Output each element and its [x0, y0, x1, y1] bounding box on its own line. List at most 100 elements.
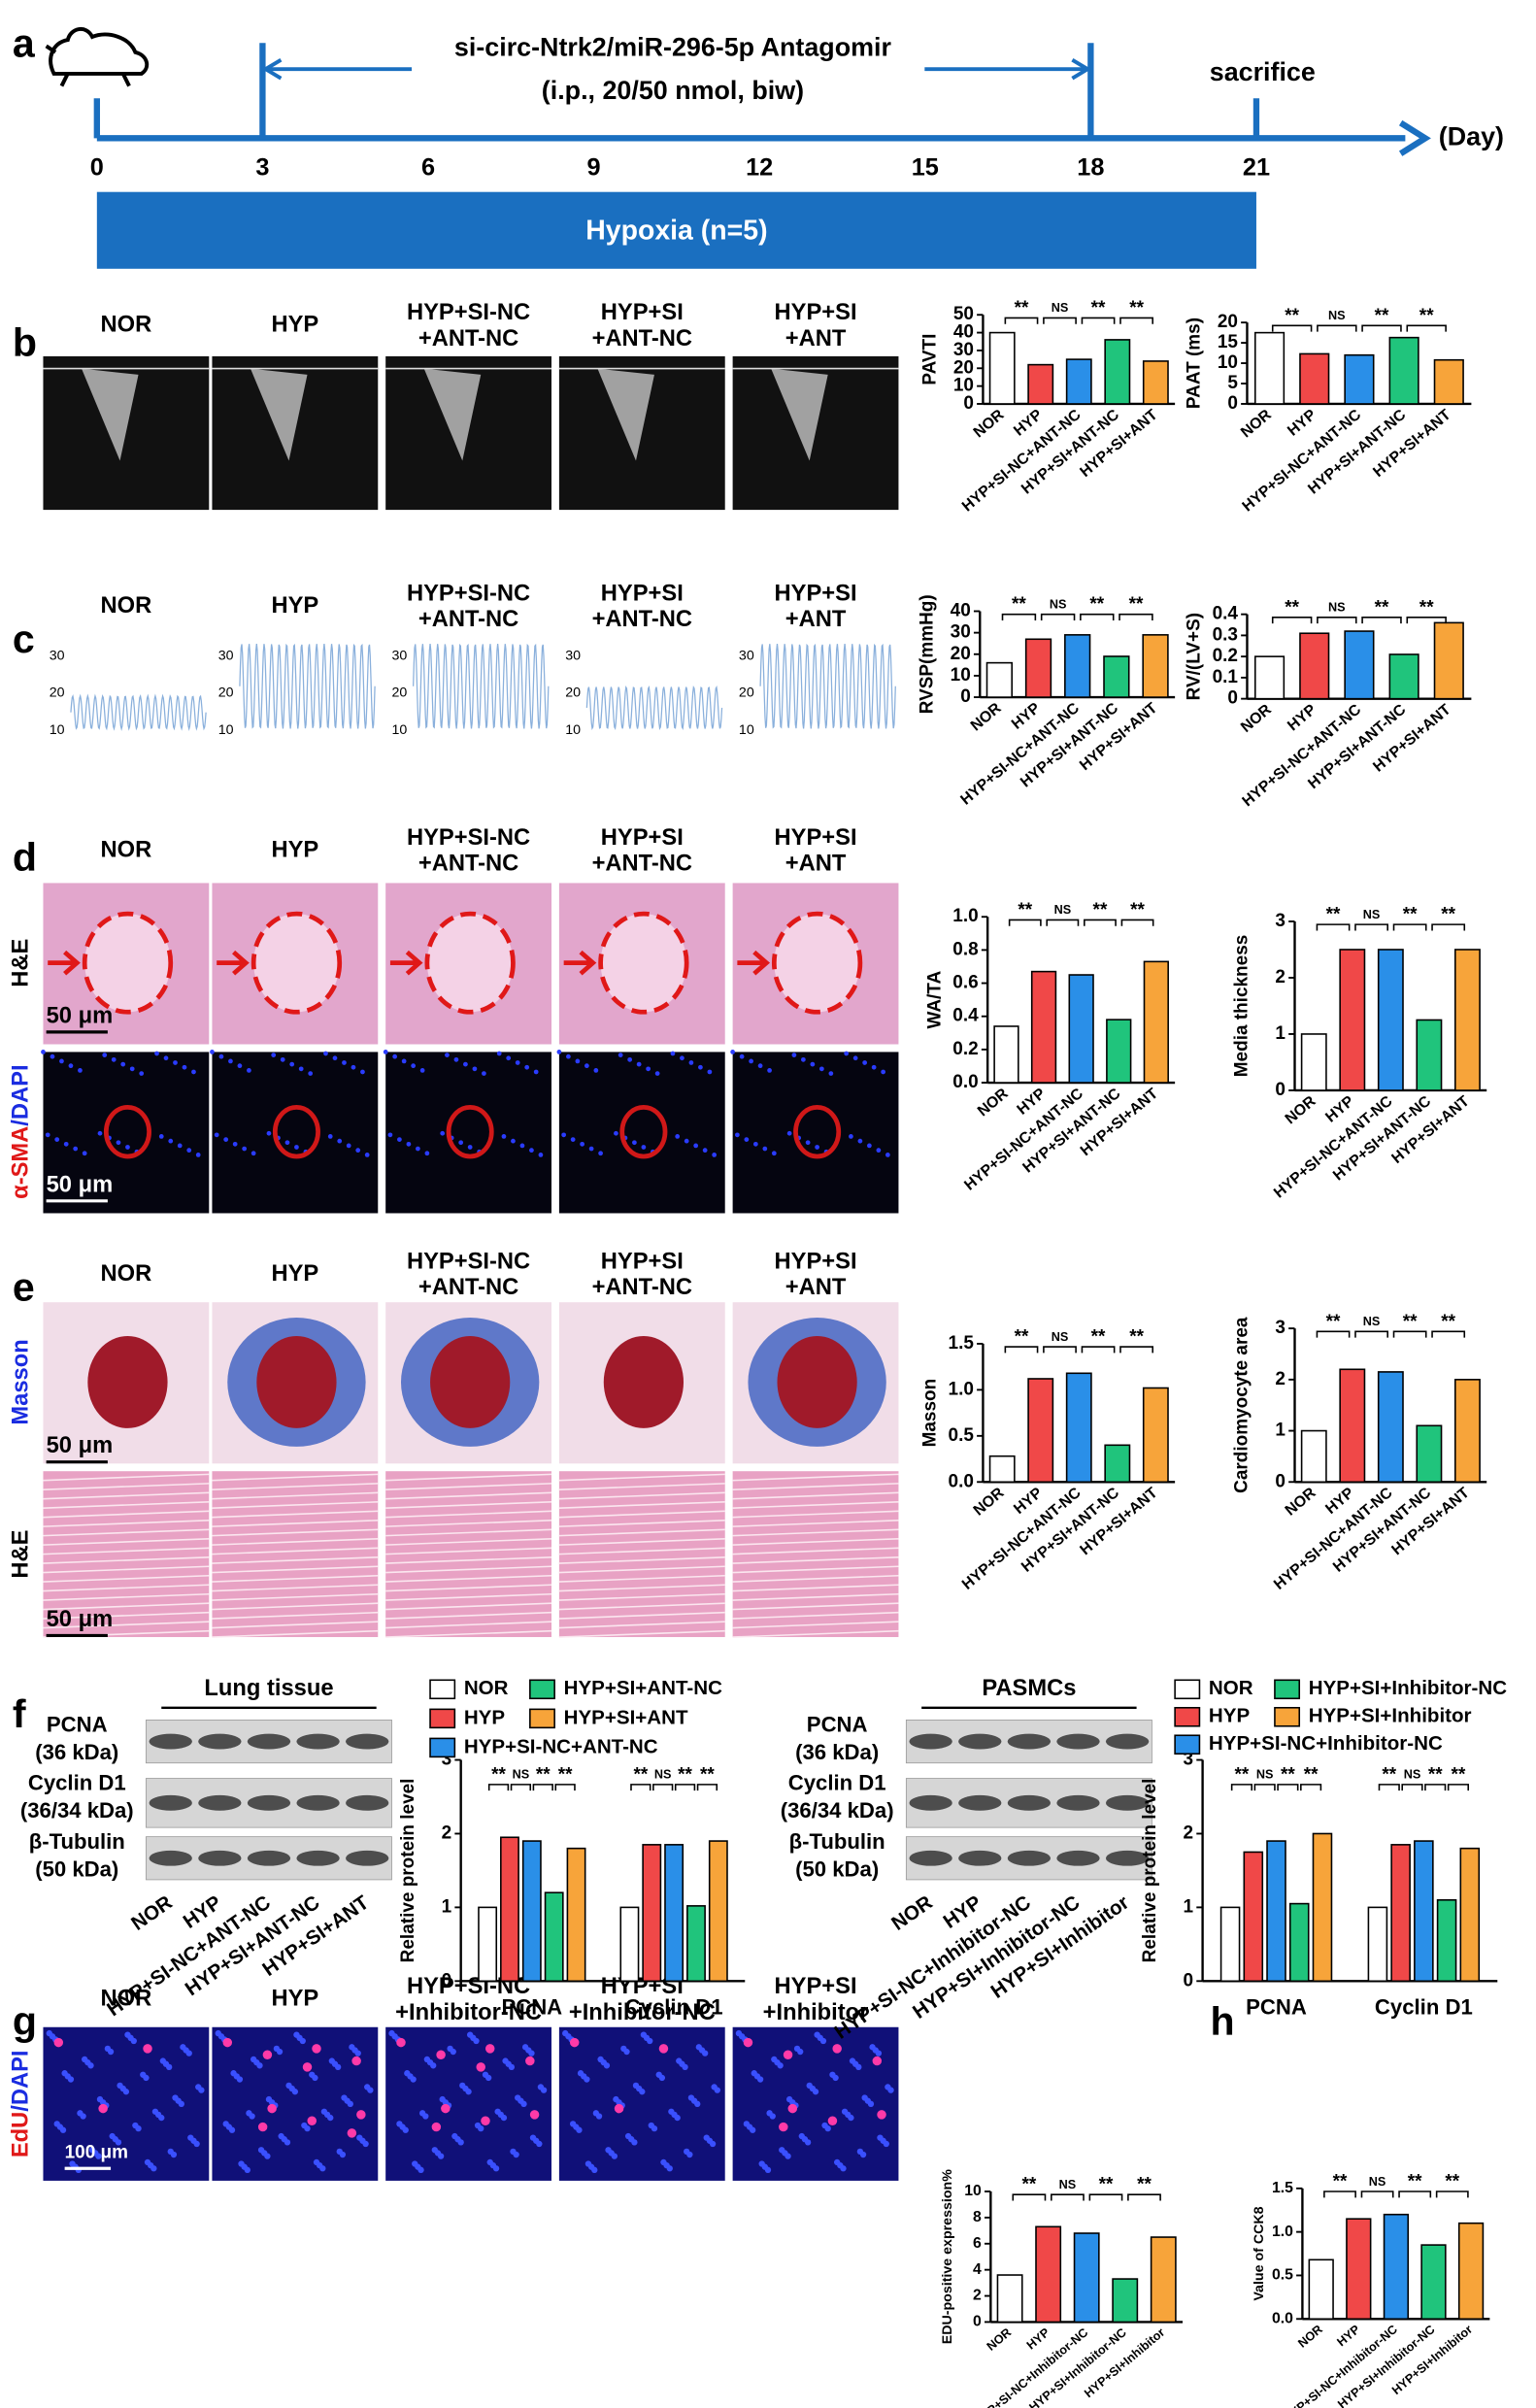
legend-label: HYP+SI+ANT-NC — [564, 1677, 722, 1699]
nucleus — [177, 1143, 183, 1149]
bar — [1433, 621, 1464, 700]
bar — [985, 661, 1013, 698]
edu-nucleus — [529, 2110, 540, 2120]
fiber — [385, 1602, 552, 1611]
edu-nucleus — [476, 2062, 485, 2072]
sma-ring — [103, 1104, 151, 1159]
nucleus — [59, 2126, 67, 2133]
nucleus — [319, 2165, 326, 2172]
edu-nucleus — [877, 2110, 886, 2120]
nucleus — [815, 1145, 819, 1150]
fiber — [558, 1510, 725, 1519]
significance-label: NS — [1050, 598, 1067, 612]
nucleus — [709, 2140, 717, 2148]
legend-label: HYP+SI+Inhibitor-NC — [1309, 1677, 1508, 1699]
vessel — [256, 1336, 337, 1428]
fiber — [212, 1528, 379, 1537]
nucleus — [500, 2114, 508, 2122]
nucleus — [675, 1134, 681, 1139]
bar — [1300, 1429, 1327, 1484]
significance-label: NS — [1328, 601, 1346, 615]
bar — [1288, 1902, 1310, 1983]
significance-bracket — [1004, 1346, 1039, 1354]
vessel-outline — [82, 911, 174, 1015]
bar — [1388, 653, 1419, 700]
nucleus — [111, 1056, 117, 1062]
significance-label: NS — [1052, 301, 1069, 315]
nucleus — [771, 1151, 777, 1156]
significance-bracket — [1120, 919, 1154, 926]
group-label: HYP+SI — [601, 581, 684, 606]
nucleus — [364, 1153, 370, 1157]
nucleus — [244, 2166, 250, 2174]
nucleus — [801, 1056, 806, 1062]
edu-nucleus — [436, 2050, 446, 2059]
nucleus — [78, 1068, 83, 1073]
blot-band — [149, 1733, 192, 1750]
nucleus — [744, 1137, 750, 1142]
significance-bracket — [1354, 1330, 1388, 1338]
x-tick-label: HYP+SI+ANT — [1370, 406, 1454, 480]
significance-bracket — [1277, 1784, 1299, 1791]
y-tick-label: 5 — [1227, 373, 1238, 393]
significance-label: NS — [513, 1768, 530, 1782]
vessel-outline — [424, 911, 516, 1015]
significance-bracket — [487, 1784, 510, 1791]
bar — [1383, 2213, 1410, 2321]
significance-label: ** — [1089, 594, 1104, 615]
legend-label: NOR — [1209, 1677, 1253, 1699]
bar — [1299, 352, 1330, 405]
fiber — [732, 1528, 899, 1537]
nucleus — [632, 1140, 637, 1146]
bar — [1142, 1387, 1169, 1484]
nucleus — [339, 2151, 347, 2158]
y-tick-label: 0 — [1184, 1970, 1194, 1990]
wave-tick-label: 20 — [50, 686, 65, 701]
nucleus — [406, 1141, 412, 1147]
y-tick-label: 0.0 — [949, 1471, 974, 1491]
arrow — [737, 950, 771, 976]
bar — [1312, 1832, 1333, 1983]
blot-band — [346, 1733, 389, 1750]
edu-nucleus — [356, 2110, 366, 2120]
bar — [1030, 970, 1057, 1084]
nucleus — [515, 1060, 520, 1065]
stain-part: H&E — [9, 1530, 34, 1579]
fiber — [558, 1501, 725, 1509]
y-tick-label: 1.0 — [1272, 2224, 1293, 2240]
nucleus — [881, 1069, 885, 1075]
group-label: HYP — [271, 1261, 318, 1287]
fiber — [212, 1574, 379, 1583]
blot-band — [909, 1850, 952, 1866]
significance-label: ** — [1015, 298, 1029, 318]
arrowhead — [1071, 57, 1092, 81]
nucleus — [646, 1066, 651, 1072]
nucleus — [611, 2153, 618, 2159]
y-axis-label: Masson — [920, 1379, 941, 1448]
arrow — [48, 950, 81, 976]
nucleus — [492, 2165, 500, 2172]
nucleus — [674, 2114, 681, 2122]
nucleus — [125, 1145, 130, 1150]
edu-nucleus — [396, 2037, 406, 2048]
nucleus — [757, 1063, 763, 1069]
legend-swatch — [429, 1708, 456, 1729]
nucleus — [694, 2100, 701, 2107]
x-tick-label: NOR — [1238, 701, 1275, 736]
nucleus — [135, 2124, 142, 2132]
bar — [1433, 358, 1464, 405]
nucleus — [158, 1134, 164, 1139]
nucleus — [840, 2165, 847, 2172]
bar — [1150, 2236, 1177, 2324]
panel-letter: c — [13, 617, 35, 661]
x-tick-label: HYP+SI+ANT — [1370, 701, 1454, 775]
significance-bracket — [674, 1784, 696, 1791]
y-tick-label: 1.5 — [1272, 2180, 1293, 2196]
nucleus — [228, 2126, 236, 2133]
vessel-outline — [250, 911, 343, 1015]
nucleus — [392, 1054, 398, 1059]
fiber — [385, 1592, 552, 1601]
nucleus — [857, 1138, 863, 1144]
nucleus — [584, 2076, 590, 2083]
